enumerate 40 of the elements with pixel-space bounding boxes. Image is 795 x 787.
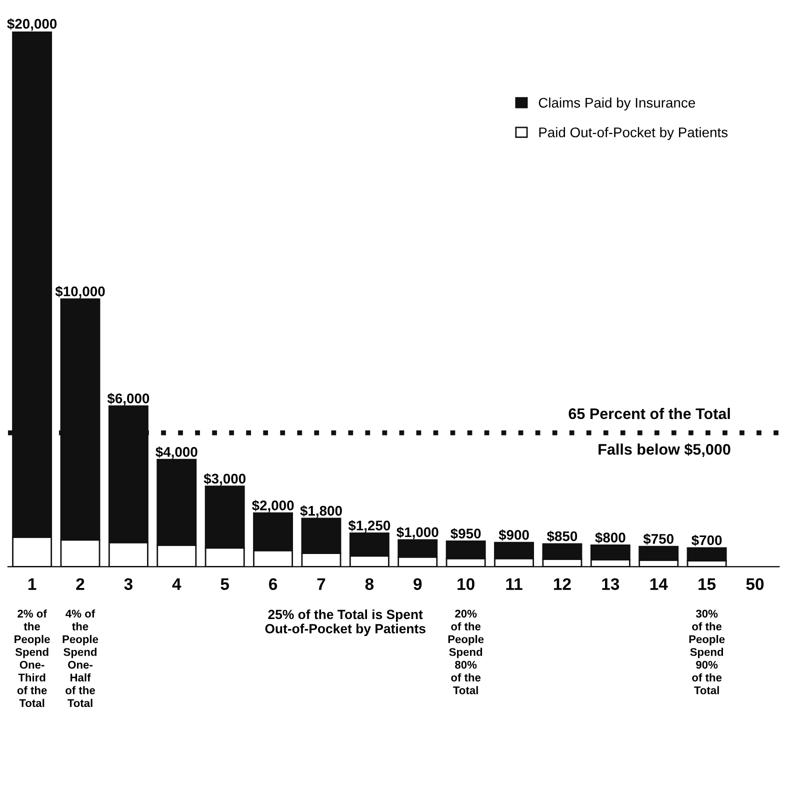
x-tick-label: 10: [458, 578, 474, 590]
annotation: $2,000: [252, 500, 294, 512]
annotation: $750: [643, 533, 674, 545]
x-tick-label: 13: [602, 578, 620, 590]
x-tick-label: 1: [28, 578, 36, 590]
annotation: $4,000: [156, 446, 198, 459]
x-tick-label: 5: [220, 578, 230, 590]
x-tick-label: 4: [172, 578, 182, 590]
annotation: $950: [450, 528, 481, 540]
legend-label: Claims Paid by Insurance: [538, 97, 696, 110]
annotation: $3,000: [204, 473, 246, 486]
legend-label: Paid Out-of-Pocket by Patients: [539, 127, 728, 140]
x-tick-label: 15: [698, 578, 716, 590]
x-tick-label: 7: [317, 578, 326, 590]
x-tick-label: 6: [269, 578, 278, 590]
annotation: $6,000: [107, 392, 150, 406]
annotation: $10,000: [55, 286, 105, 298]
annotation: $1,250: [348, 520, 390, 532]
annotation: $1,800: [300, 505, 342, 518]
annotation: $850: [546, 530, 578, 542]
x-tick-label: 8: [365, 578, 374, 590]
ref-line-label: 65 Percent of the Total: [568, 408, 730, 420]
x-tick-label: 12: [554, 578, 571, 590]
annotation: $20,000: [7, 18, 57, 31]
text: 4% of the People Spend One- Half of the Total: [62, 609, 98, 708]
x-tick-label: 3: [124, 578, 132, 590]
x-tick-label: 2: [76, 578, 84, 590]
x-tick-label: 14: [650, 578, 668, 590]
annotation: $700: [692, 534, 722, 546]
annotation: $1,000: [396, 526, 438, 540]
x-tick-label: 50: [746, 578, 764, 590]
text: 2% of the People Spend One- Third of the Total: [14, 609, 50, 708]
x-tick-label: 9: [414, 578, 422, 590]
annotation: $900: [498, 529, 529, 541]
text: 25% of the Total is Spent Out-of-Pocket by Patients: [265, 609, 426, 636]
x-tick-label: 11: [506, 578, 522, 590]
annotation: Falls below $5,000: [598, 443, 730, 457]
text: 30% of the People Spend 90% of the Total: [689, 610, 725, 694]
annotation: $800: [595, 532, 626, 544]
text: 20% of the People Spend 80% of the Total: [448, 610, 484, 694]
